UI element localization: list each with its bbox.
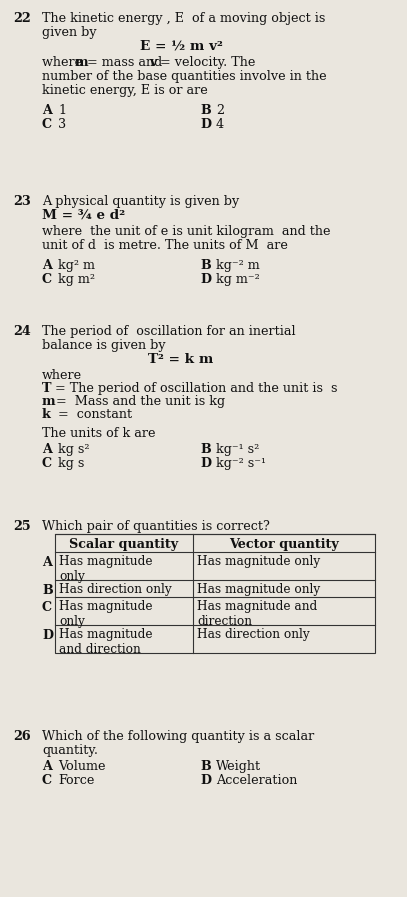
Text: A: A [42, 760, 52, 773]
Text: B: B [200, 259, 211, 272]
Text: C: C [42, 601, 52, 614]
Text: Weight: Weight [216, 760, 261, 773]
Text: C: C [42, 118, 52, 131]
Text: Has magnitude
only: Has magnitude only [59, 555, 153, 583]
Text: quantity.: quantity. [42, 744, 98, 757]
Text: where  the unit of e is unit kilogram  and the: where the unit of e is unit kilogram and… [42, 225, 330, 238]
Text: =  constant: = constant [50, 408, 132, 421]
Text: kg⁻² m: kg⁻² m [216, 259, 260, 272]
Text: kg m²: kg m² [58, 273, 95, 286]
Text: A: A [42, 556, 52, 569]
Text: where: where [42, 369, 82, 382]
Text: B: B [200, 104, 211, 117]
Text: Which of the following quantity is a scalar: Which of the following quantity is a sca… [42, 730, 314, 743]
Text: The kinetic energy , E  of a moving object is: The kinetic energy , E of a moving objec… [42, 12, 325, 25]
Text: Scalar quantity: Scalar quantity [70, 538, 179, 551]
Text: D: D [200, 774, 211, 787]
Text: A physical quantity is given by: A physical quantity is given by [42, 195, 239, 208]
Text: 3: 3 [58, 118, 66, 131]
Text: The units of k are: The units of k are [42, 427, 155, 440]
Text: C: C [42, 774, 52, 787]
Text: Vector quantity: Vector quantity [229, 538, 339, 551]
Text: m: m [42, 395, 56, 408]
Text: 4: 4 [216, 118, 224, 131]
Text: = The period of oscillation and the unit is  s: = The period of oscillation and the unit… [51, 382, 337, 395]
Text: v: v [149, 56, 156, 69]
Text: where: where [42, 56, 90, 69]
Text: kg⁻¹ s²: kg⁻¹ s² [216, 443, 259, 456]
Text: 2: 2 [216, 104, 224, 117]
Text: kg m⁻²: kg m⁻² [216, 273, 260, 286]
Text: D: D [42, 629, 53, 642]
Text: C: C [42, 273, 52, 286]
Text: T: T [42, 382, 52, 395]
Text: Has magnitude and
direction: Has magnitude and direction [197, 600, 317, 628]
Text: Force: Force [58, 774, 94, 787]
Text: = velocity. The: = velocity. The [156, 56, 255, 69]
Text: number of the base quantities involve in the: number of the base quantities involve in… [42, 70, 327, 83]
Text: given by: given by [42, 26, 96, 39]
Text: B: B [200, 443, 211, 456]
Text: E = ½ m v²: E = ½ m v² [140, 40, 223, 53]
Text: 23: 23 [13, 195, 31, 208]
Text: A: A [42, 104, 52, 117]
Text: D: D [200, 457, 211, 470]
Text: B: B [42, 584, 53, 597]
Text: Acceleration: Acceleration [216, 774, 298, 787]
Text: 25: 25 [13, 520, 31, 533]
Text: D: D [200, 273, 211, 286]
Text: 24: 24 [13, 325, 31, 338]
Text: Which pair of quantities is correct?: Which pair of quantities is correct? [42, 520, 270, 533]
Text: balance is given by: balance is given by [42, 339, 166, 352]
Text: =  Mass and the unit is kg: = Mass and the unit is kg [52, 395, 225, 408]
Text: m: m [75, 56, 89, 69]
Text: T² = k m: T² = k m [148, 353, 213, 366]
Text: kinetic energy, E is or are: kinetic energy, E is or are [42, 84, 208, 97]
Text: D: D [200, 118, 211, 131]
Text: Has magnitude
only: Has magnitude only [59, 600, 153, 628]
Bar [55, 534, 375, 653]
Text: 22: 22 [13, 12, 31, 25]
Text: = mass and: = mass and [83, 56, 166, 69]
Text: kg s²: kg s² [58, 443, 90, 456]
Text: unit of d  is metre. The units of M  are: unit of d is metre. The units of M are [42, 239, 288, 252]
Text: kg⁻² s⁻¹: kg⁻² s⁻¹ [216, 457, 266, 470]
Text: kg s: kg s [58, 457, 84, 470]
Text: The period of  oscillation for an inertial: The period of oscillation for an inertia… [42, 325, 295, 338]
Text: 1: 1 [58, 104, 66, 117]
Text: B: B [200, 760, 211, 773]
Text: Has magnitude only: Has magnitude only [197, 583, 320, 596]
Text: Has magnitude
and direction: Has magnitude and direction [59, 628, 153, 656]
Text: k: k [42, 408, 51, 421]
Text: C: C [42, 457, 52, 470]
Text: Has direction only: Has direction only [59, 583, 172, 596]
Text: kg² m: kg² m [58, 259, 95, 272]
Text: Has direction only: Has direction only [197, 628, 310, 641]
Text: Has magnitude only: Has magnitude only [197, 555, 320, 568]
Text: 26: 26 [13, 730, 31, 743]
Text: A: A [42, 443, 52, 456]
Text: Volume: Volume [58, 760, 105, 773]
Text: M = ¾ e d²: M = ¾ e d² [42, 209, 125, 222]
Text: A: A [42, 259, 52, 272]
